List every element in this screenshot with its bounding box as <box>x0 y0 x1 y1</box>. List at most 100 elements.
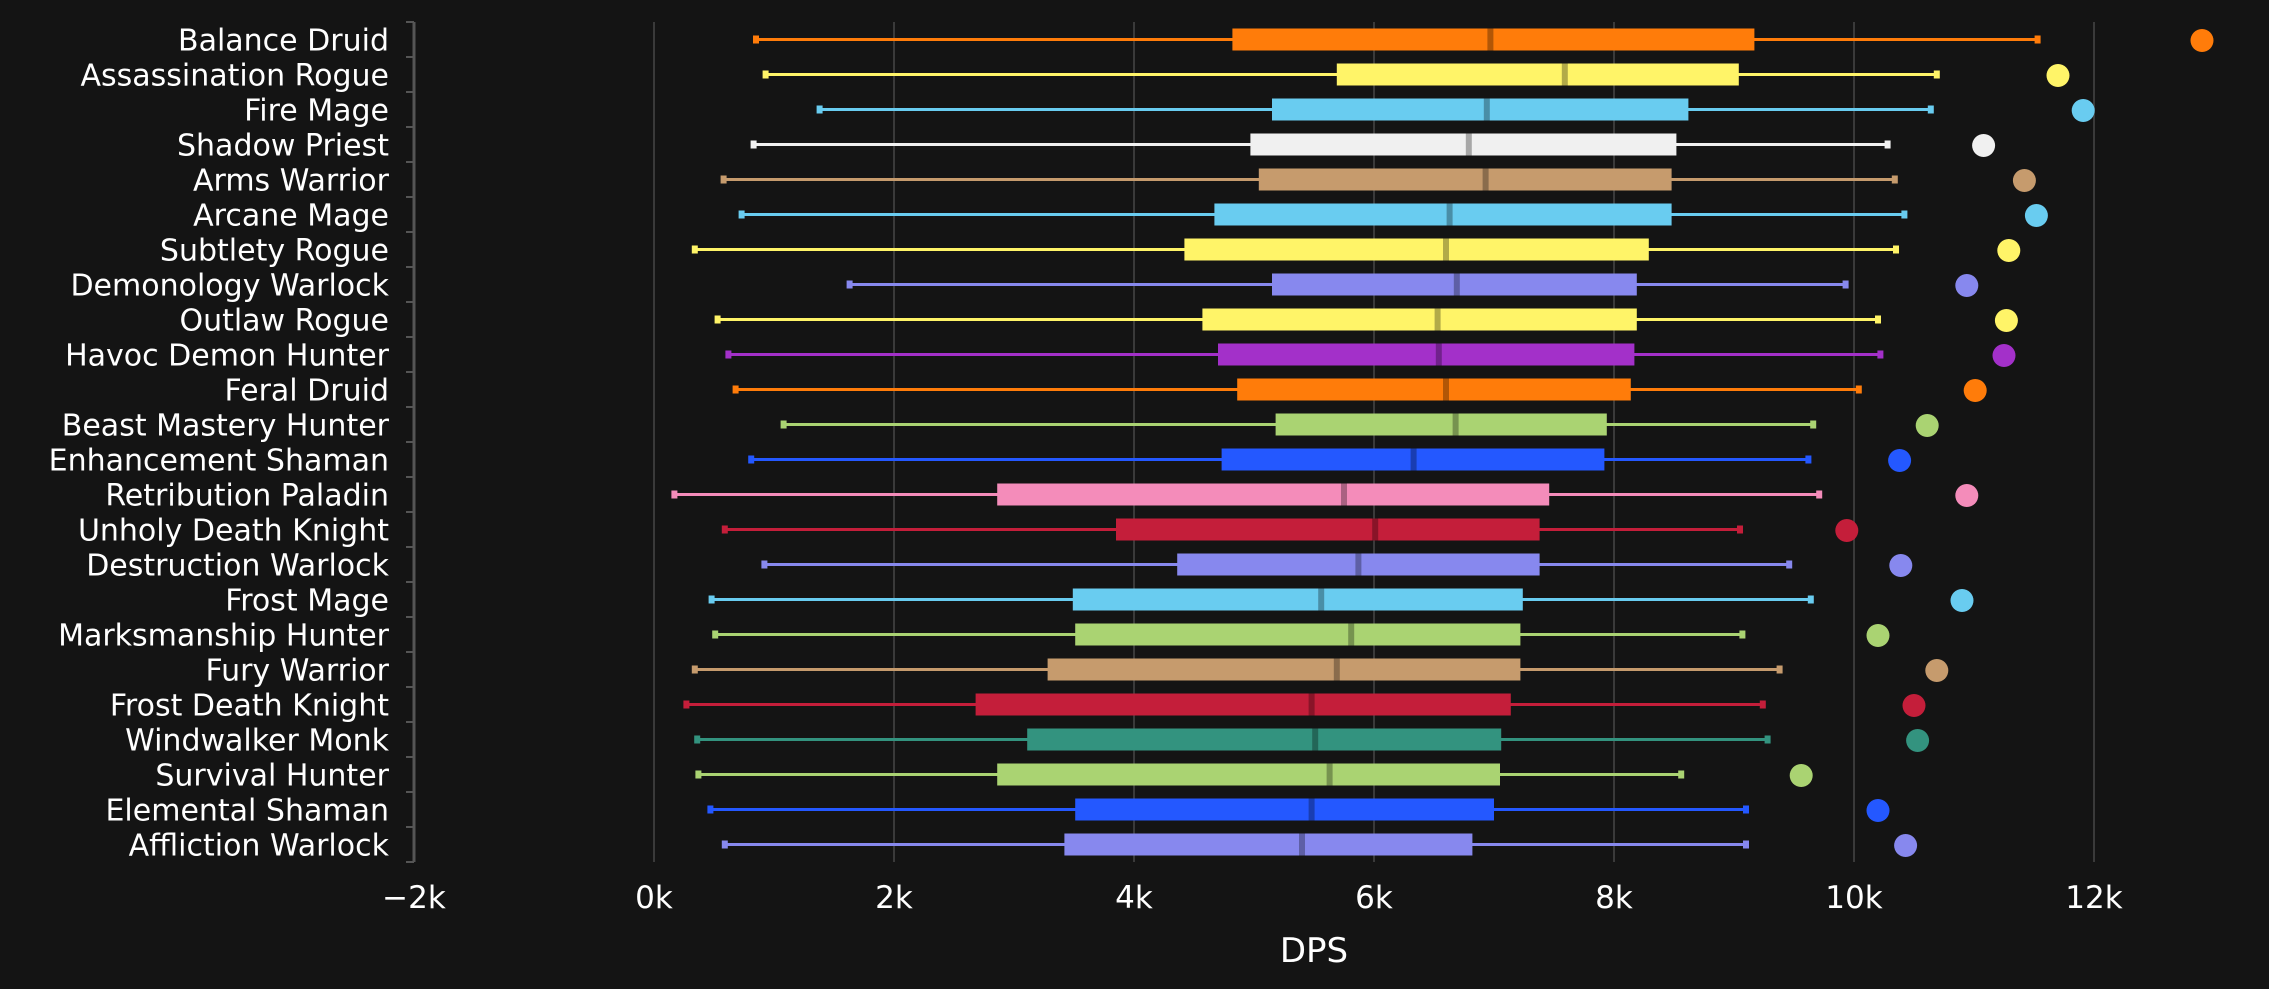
whisker-min-cap <box>721 525 728 534</box>
outlier-point <box>1789 764 1813 787</box>
box-windwalker-monk <box>694 728 1930 752</box>
median-mark <box>1453 273 1460 296</box>
whisker-min-cap <box>683 700 690 709</box>
median-mark <box>1452 413 1459 436</box>
box-beast-mastery-hunter <box>780 413 1939 437</box>
median-mark <box>1333 658 1340 681</box>
whisker-max-cap <box>1805 455 1812 464</box>
whisker-max-cap <box>1816 490 1823 499</box>
whisker-max-cap <box>1891 175 1898 184</box>
whisker-min-cap <box>694 735 701 744</box>
whisker-max-cap <box>1842 280 1849 289</box>
median-mark <box>1308 798 1315 821</box>
median-mark <box>1348 623 1355 646</box>
iqr-box <box>1272 98 1689 121</box>
median-mark <box>1435 343 1442 366</box>
x-tick-label: 12k <box>2065 880 2122 916</box>
median-mark <box>1434 308 1441 331</box>
whisker-min-cap <box>691 245 698 254</box>
outlier-point <box>1925 659 1949 682</box>
x-tick-label: −2k <box>382 880 446 916</box>
whisker-max-cap <box>1807 595 1814 604</box>
category-label: Fury Warrior <box>205 654 389 689</box>
box-frost-mage <box>708 588 1974 612</box>
iqr-box <box>1218 343 1635 366</box>
iqr-box <box>1064 833 1473 856</box>
iqr-box <box>1272 273 1637 296</box>
iqr-box <box>1258 168 1672 191</box>
whisker-max-cap <box>1875 315 1881 324</box>
x-axis-title: DPS <box>1280 931 1348 971</box>
y-axis <box>406 21 416 863</box>
whisker-min-cap <box>753 35 759 44</box>
whisker-min-cap <box>720 175 727 184</box>
category-label: Survival Hunter <box>155 759 389 794</box>
x-tick-label: 8k <box>1595 880 1633 916</box>
iqr-box <box>1237 378 1631 401</box>
category-label: Destruction Warlock <box>86 549 389 584</box>
whisker-min-cap <box>707 805 714 814</box>
category-label: Elemental Shaman <box>105 794 389 829</box>
median-mark <box>1326 763 1333 786</box>
category-label: Affliction Warlock <box>129 829 390 864</box>
iqr-box <box>1336 63 1739 86</box>
whisker-max-cap <box>1786 560 1793 569</box>
box-shadow-priest <box>750 133 1996 157</box>
outlier-point <box>1955 274 1979 297</box>
box-outlaw-rogue <box>714 308 2018 332</box>
iqr-box <box>1202 308 1637 331</box>
category-label: Arcane Mage <box>193 199 389 234</box>
iqr-box <box>1047 658 1521 681</box>
iqr-box <box>1184 238 1649 261</box>
whisker-min-cap <box>721 840 728 849</box>
whisker-max-cap <box>1927 105 1934 114</box>
box-balance-druid <box>753 28 2214 52</box>
box-unholy-death-knight <box>721 518 1859 542</box>
median-mark <box>1483 98 1490 121</box>
outlier-point <box>1994 309 2018 332</box>
whisker-min-cap <box>732 385 739 394</box>
median-mark <box>1465 133 1472 156</box>
iqr-box <box>975 693 1511 716</box>
box-elemental-shaman <box>707 798 1890 822</box>
median-mark <box>1312 728 1319 751</box>
iqr-box <box>1250 133 1677 156</box>
outlier-point <box>2071 99 2095 122</box>
whisker-max-cap <box>1810 420 1817 429</box>
whisker-min-cap <box>816 105 823 114</box>
category-label: Unholy Death Knight <box>78 514 389 549</box>
median-mark <box>1308 693 1315 716</box>
box-enhancement-shaman <box>748 448 1912 472</box>
category-label: Frost Death Knight <box>110 689 389 724</box>
whisker-min-cap <box>748 455 755 464</box>
box-marksmanship-hunter <box>712 623 1890 647</box>
category-label: Balance Druid <box>178 24 389 59</box>
whisker-max-cap <box>1893 245 1899 254</box>
whisker-min-cap <box>761 560 768 569</box>
whisker-max-cap <box>1877 350 1884 359</box>
x-tick-label: 4k <box>1115 880 1153 916</box>
whisker-min-cap <box>750 140 757 149</box>
whisker-max-cap <box>1739 630 1746 639</box>
outlier-point <box>1835 519 1859 542</box>
median-mark <box>1299 833 1305 856</box>
outlier-point <box>1997 239 2021 262</box>
outlier-point <box>1894 834 1918 857</box>
iqr-box <box>1075 798 1494 821</box>
whisker-max-cap <box>1678 770 1685 779</box>
whisker-min-cap <box>725 350 732 359</box>
box-demonology-warlock <box>846 273 1979 297</box>
whisker-max-cap <box>1743 805 1749 814</box>
outlier-point <box>1866 799 1890 822</box>
iqr-box <box>997 763 1500 786</box>
median-mark <box>1561 63 1568 86</box>
box-fire-mage <box>816 98 2095 122</box>
category-label: Shadow Priest <box>177 129 389 164</box>
outlier-point <box>1866 624 1890 647</box>
category-label: Fire Mage <box>244 94 389 129</box>
outlier-point <box>1950 589 1974 612</box>
box-fury-warrior <box>691 658 1949 682</box>
x-axis-ticks: −2k 0k 2k 4k 6k 8k 10k 12k <box>382 880 2123 916</box>
category-label: Windwalker Monk <box>125 724 390 759</box>
